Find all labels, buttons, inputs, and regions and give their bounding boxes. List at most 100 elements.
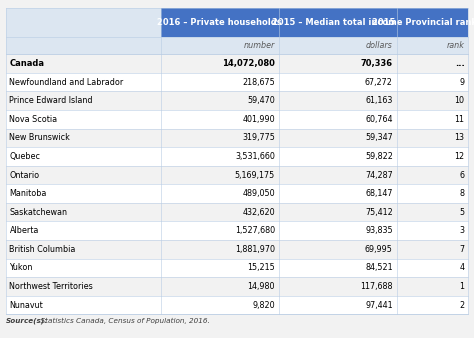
Text: Saskatchewan: Saskatchewan	[9, 208, 67, 217]
Bar	[6, 277, 161, 296]
Text: 1,881,970: 1,881,970	[235, 245, 275, 254]
Text: 9: 9	[459, 78, 465, 87]
Bar	[397, 92, 468, 110]
Text: 8: 8	[459, 189, 465, 198]
Bar	[161, 92, 279, 110]
Text: 2016 – Private households: 2016 – Private households	[157, 18, 282, 27]
Text: 60,764: 60,764	[365, 115, 393, 124]
Bar	[397, 240, 468, 259]
Bar	[161, 259, 279, 277]
Bar	[397, 296, 468, 314]
Bar	[6, 73, 161, 92]
Bar	[279, 110, 397, 129]
Bar	[279, 166, 397, 184]
Text: Northwest Territories: Northwest Territories	[9, 282, 93, 291]
Text: 2015 – Median total income: 2015 – Median total income	[273, 18, 403, 27]
Text: 70,336: 70,336	[361, 59, 393, 68]
Bar	[397, 73, 468, 92]
Text: 2: 2	[459, 300, 465, 310]
Bar	[397, 54, 468, 73]
Bar	[6, 110, 161, 129]
Text: 4: 4	[459, 263, 465, 272]
Text: 61,163: 61,163	[365, 96, 393, 105]
Bar	[161, 277, 279, 296]
Text: Newfoundland and Labrador: Newfoundland and Labrador	[9, 78, 124, 87]
Text: Alberta: Alberta	[9, 226, 39, 235]
Text: 59,347: 59,347	[365, 134, 393, 142]
Text: Nova Scotia: Nova Scotia	[9, 115, 58, 124]
Text: Quebec: Quebec	[9, 152, 40, 161]
Text: 93,835: 93,835	[365, 226, 393, 235]
Bar	[6, 296, 161, 314]
Text: 489,050: 489,050	[242, 189, 275, 198]
Bar	[161, 8, 279, 37]
Text: Statistics Canada, Census of Population, 2016.: Statistics Canada, Census of Population,…	[36, 318, 210, 324]
Bar	[397, 129, 468, 147]
Text: 74,287: 74,287	[365, 171, 393, 179]
Text: ...: ...	[455, 59, 465, 68]
Text: 68,147: 68,147	[365, 189, 393, 198]
Text: Source(s):: Source(s):	[6, 318, 48, 324]
Bar	[397, 221, 468, 240]
Text: 12: 12	[455, 152, 465, 161]
Text: 59,470: 59,470	[247, 96, 275, 105]
Bar	[6, 129, 161, 147]
Text: 401,990: 401,990	[242, 115, 275, 124]
Text: 3,531,660: 3,531,660	[235, 152, 275, 161]
Bar	[279, 203, 397, 221]
Text: 59,822: 59,822	[365, 152, 393, 161]
Text: British Columbia: British Columbia	[9, 245, 76, 254]
Text: 319,775: 319,775	[242, 134, 275, 142]
Text: New Brunswick: New Brunswick	[9, 134, 70, 142]
Text: 97,441: 97,441	[365, 300, 393, 310]
Bar	[279, 277, 397, 296]
Bar	[6, 221, 161, 240]
Bar	[279, 184, 397, 203]
Text: 7: 7	[459, 245, 465, 254]
Bar	[6, 203, 161, 221]
Bar	[279, 129, 397, 147]
Text: 13: 13	[455, 134, 465, 142]
Text: 5,169,175: 5,169,175	[235, 171, 275, 179]
Bar	[161, 147, 279, 166]
Text: Nunavut: Nunavut	[9, 300, 43, 310]
Text: Ontario: Ontario	[9, 171, 40, 179]
Bar	[279, 221, 397, 240]
Bar	[279, 259, 397, 277]
Text: 432,620: 432,620	[242, 208, 275, 217]
Text: 218,675: 218,675	[242, 78, 275, 87]
Bar	[279, 73, 397, 92]
Bar	[161, 54, 279, 73]
Bar	[397, 166, 468, 184]
Bar	[279, 92, 397, 110]
Text: 2015 – Provincial ranking: 2015 – Provincial ranking	[373, 18, 474, 27]
Bar	[279, 8, 397, 37]
Bar	[161, 73, 279, 92]
Text: Manitoba: Manitoba	[9, 189, 47, 198]
Bar	[397, 277, 468, 296]
Bar	[6, 240, 161, 259]
Text: 14,980: 14,980	[247, 282, 275, 291]
Text: 1,527,680: 1,527,680	[235, 226, 275, 235]
Bar	[397, 147, 468, 166]
Text: 5: 5	[459, 208, 465, 217]
Text: 6: 6	[459, 171, 465, 179]
Bar	[161, 166, 279, 184]
Text: number: number	[244, 41, 275, 50]
Text: rank: rank	[447, 41, 465, 50]
Text: 15,215: 15,215	[247, 263, 275, 272]
Bar	[6, 37, 161, 54]
Text: Prince Edward Island: Prince Edward Island	[9, 96, 93, 105]
Bar	[279, 240, 397, 259]
Bar	[161, 184, 279, 203]
Text: 117,688: 117,688	[360, 282, 393, 291]
Text: 67,272: 67,272	[365, 78, 393, 87]
Text: 11: 11	[455, 115, 465, 124]
Bar	[397, 203, 468, 221]
Text: Yukon: Yukon	[9, 263, 33, 272]
Text: dollars: dollars	[366, 41, 393, 50]
Text: 84,521: 84,521	[365, 263, 393, 272]
Bar	[161, 110, 279, 129]
Text: 14,072,080: 14,072,080	[222, 59, 275, 68]
Bar	[6, 54, 161, 73]
